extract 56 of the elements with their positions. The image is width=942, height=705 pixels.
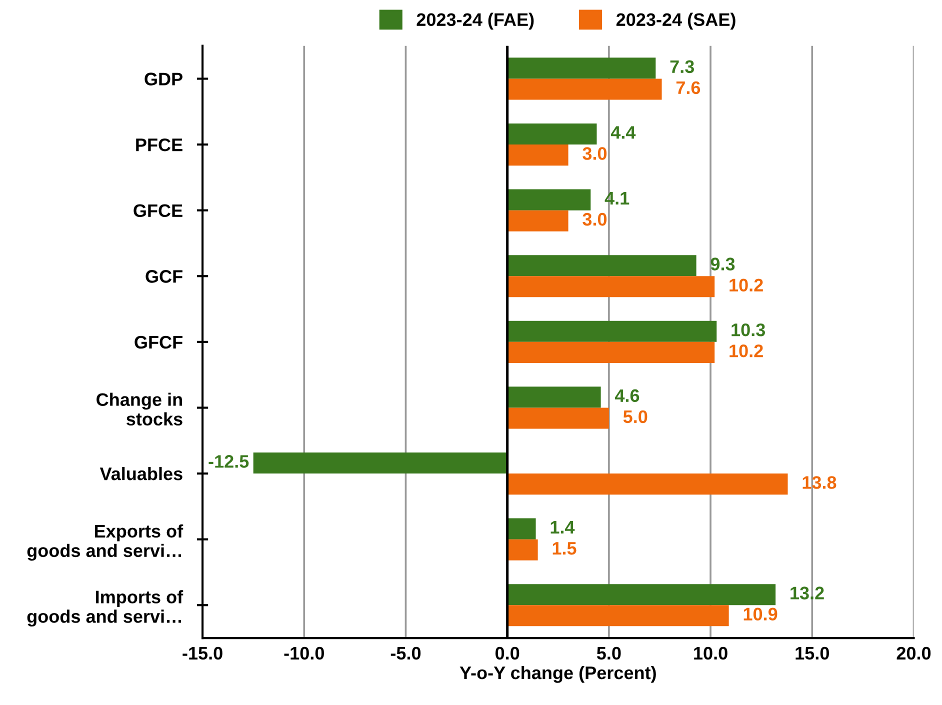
x-tick-label: 0.0 (496, 646, 520, 660)
bar (507, 584, 776, 606)
x-tick-label: 20.0 (896, 646, 931, 660)
bar (507, 210, 568, 232)
data-label: 13.8 (802, 476, 836, 489)
data-label: 13.2 (790, 586, 824, 600)
y-tick-label: GFCE (134, 204, 182, 218)
legend-label: 2023-24 (SAE) (616, 12, 736, 30)
x-axis-title: Y-o-Y change (Percent) (460, 666, 656, 683)
data-label: 5.0 (623, 410, 648, 424)
y-tick-label: Change in stocks (96, 392, 182, 426)
bar (507, 320, 717, 342)
bar (507, 539, 538, 560)
bar (507, 605, 729, 626)
x-tick-label: 5.0 (596, 646, 621, 660)
legend-label: 2023-24 (FAE) (416, 12, 534, 30)
data-label: 7.6 (676, 81, 700, 94)
bar (507, 408, 609, 429)
bar (507, 123, 597, 145)
x-tick-label: -5.0 (390, 646, 421, 660)
bar (253, 452, 508, 474)
bar (507, 144, 568, 166)
bar (507, 255, 696, 276)
bar (507, 189, 591, 210)
y-tick-label: Exports of goods and servi… (27, 524, 184, 561)
data-label: 7.3 (670, 60, 694, 74)
y-tick-label: Valuables (100, 466, 182, 480)
x-tick-label: -15.0 (182, 646, 222, 660)
bar (507, 276, 715, 298)
data-label: 10.3 (732, 323, 766, 336)
y-tick-label: GCF (146, 270, 182, 283)
data-label: 3.0 (582, 212, 607, 226)
data-label: 4.1 (604, 192, 630, 204)
y-tick-label: GFCF (134, 336, 182, 349)
data-label: 1.5 (552, 542, 576, 555)
data-label: 1.4 (550, 521, 575, 534)
data-label: 9.3 (710, 258, 735, 270)
bar (507, 58, 656, 79)
data-label: 4.6 (614, 389, 640, 402)
bar (507, 518, 536, 540)
x-tick-label: 15.0 (796, 646, 829, 660)
y-tick-label: GDP (144, 72, 182, 86)
x-tick-label: -10.0 (284, 646, 324, 660)
x-tick-label: 10.0 (694, 646, 728, 660)
bar (507, 342, 715, 363)
y-tick-label: PFCE (136, 138, 182, 152)
data-label: 3.0 (582, 147, 607, 160)
y-tick-label: Imports of goods and servi… (27, 590, 184, 627)
data-label: 4.4 (610, 126, 636, 139)
data-label: -12.5 (208, 455, 249, 468)
bar (507, 474, 788, 495)
bar (507, 78, 662, 100)
data-label: 10.9 (744, 608, 778, 620)
data-label: 10.2 (730, 344, 763, 358)
bar (507, 386, 601, 408)
data-label: 10.2 (730, 278, 763, 292)
